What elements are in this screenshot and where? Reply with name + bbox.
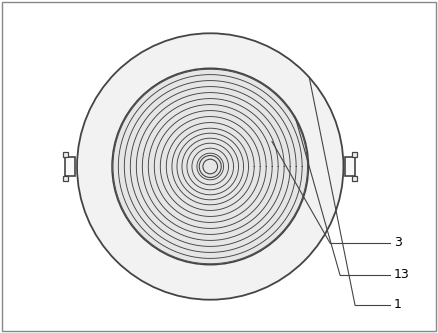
Bar	[353, 152, 357, 157]
Bar	[346, 157, 355, 176]
Text: 1: 1	[394, 298, 402, 311]
Circle shape	[77, 33, 343, 300]
Bar	[63, 152, 68, 157]
Bar	[65, 157, 75, 176]
Bar	[353, 176, 357, 181]
Text: 3: 3	[394, 236, 402, 249]
Circle shape	[112, 68, 308, 265]
Text: 13: 13	[394, 268, 410, 281]
Bar	[63, 176, 68, 181]
